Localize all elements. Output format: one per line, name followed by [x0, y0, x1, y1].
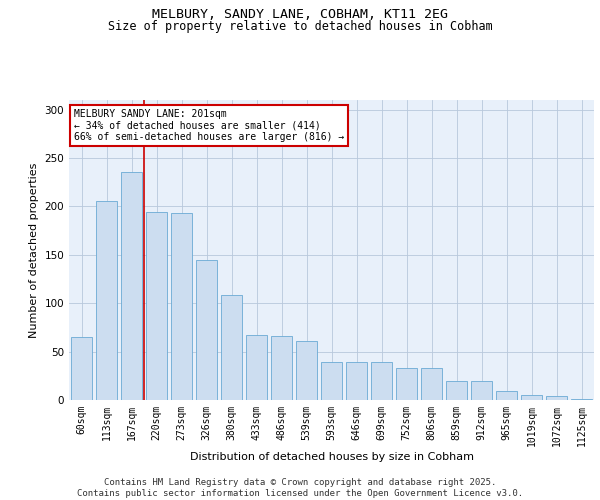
Bar	[446, 380, 467, 400]
Bar	[421, 368, 442, 400]
Bar	[271, 336, 292, 400]
Bar	[571, 399, 592, 400]
Bar	[521, 395, 542, 400]
Bar	[371, 362, 392, 400]
Text: MELBURY SANDY LANE: 201sqm
← 34% of detached houses are smaller (414)
66% of sem: MELBURY SANDY LANE: 201sqm ← 34% of deta…	[74, 109, 344, 142]
Y-axis label: Number of detached properties: Number of detached properties	[29, 162, 39, 338]
Bar	[121, 172, 142, 400]
X-axis label: Distribution of detached houses by size in Cobham: Distribution of detached houses by size …	[190, 452, 473, 462]
Bar	[171, 213, 192, 400]
Bar	[96, 200, 117, 400]
Bar	[471, 380, 492, 400]
Bar	[296, 341, 317, 400]
Bar	[196, 260, 217, 400]
Bar	[221, 294, 242, 400]
Text: Contains HM Land Registry data © Crown copyright and database right 2025.
Contai: Contains HM Land Registry data © Crown c…	[77, 478, 523, 498]
Bar	[346, 362, 367, 400]
Bar	[546, 396, 567, 400]
Bar	[321, 362, 342, 400]
Text: MELBURY, SANDY LANE, COBHAM, KT11 2EG: MELBURY, SANDY LANE, COBHAM, KT11 2EG	[152, 8, 448, 20]
Bar	[146, 212, 167, 400]
Text: Size of property relative to detached houses in Cobham: Size of property relative to detached ho…	[107, 20, 493, 33]
Bar	[71, 337, 92, 400]
Bar	[246, 335, 267, 400]
Bar	[496, 392, 517, 400]
Bar	[396, 368, 417, 400]
